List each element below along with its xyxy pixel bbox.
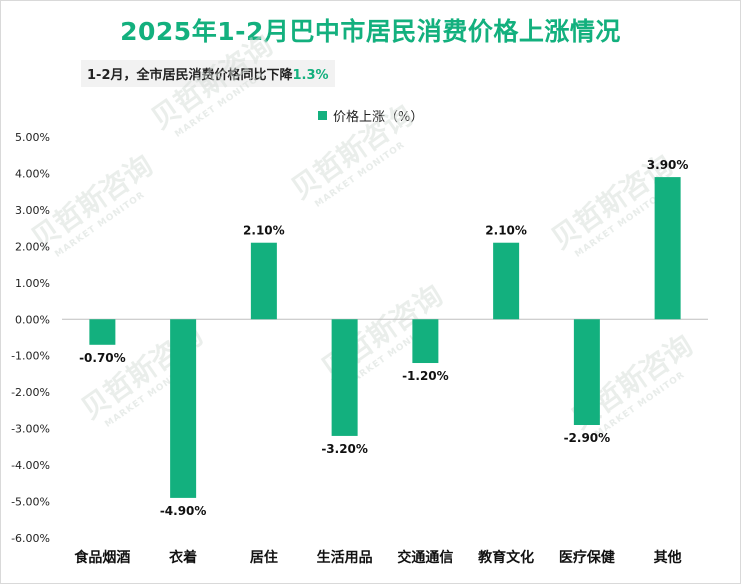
category-label: 衣着	[169, 549, 197, 566]
data-labels-group: -0.70% -4.90% 2.10% -3.20% -1.20% 2.10% -2.90%…	[79, 158, 688, 518]
bar	[331, 319, 358, 436]
data-label: -2.90%	[564, 431, 611, 445]
data-label: 3.90%	[647, 158, 689, 172]
data-label: -3.20%	[321, 442, 368, 456]
data-label: 2.10%	[485, 224, 527, 238]
data-label: -1.20%	[402, 369, 449, 383]
bar	[250, 242, 277, 320]
legend: 价格上涨（%）	[318, 106, 423, 125]
legend-swatch	[318, 111, 327, 120]
y-tick-label: -2.00%	[11, 386, 50, 399]
category-label: 食品烟酒	[74, 549, 130, 566]
chart-title: 2025年1-2月巴中市居民消费价格上涨情况	[120, 17, 621, 46]
subtitle-text: 1-2月，全市居民消费价格同比下降	[87, 68, 293, 83]
bar	[170, 319, 197, 498]
bars-group	[89, 177, 681, 498]
y-tick-label: 3.00%	[15, 204, 50, 217]
category-label: 交通通信	[397, 549, 453, 566]
y-tick-label: -5.00%	[11, 496, 50, 509]
bar	[89, 319, 116, 345]
bar	[654, 177, 681, 320]
y-tick-label: -1.00%	[11, 350, 50, 363]
category-label: 生活用品	[317, 549, 373, 566]
bar	[412, 319, 439, 364]
subtitle-value: 1.3%	[292, 68, 329, 83]
data-label: 2.10%	[243, 224, 285, 238]
y-tick-label: 4.00%	[15, 167, 50, 180]
y-tick-label: 2.00%	[15, 240, 50, 253]
category-label: 医疗保健	[559, 549, 615, 566]
y-tick-label: -6.00%	[11, 532, 50, 545]
bar	[573, 319, 600, 425]
y-tick-label: 1.00%	[15, 277, 50, 290]
y-tick-label: 0.00%	[15, 313, 50, 326]
y-tick-label: -4.00%	[11, 459, 50, 472]
category-labels-group: 食品烟酒 衣着 居住 生活用品 交通通信 教育文化 医疗保健 其他	[74, 549, 681, 566]
data-label: -4.90%	[160, 504, 207, 518]
bar	[493, 242, 520, 320]
category-label: 其他	[654, 549, 682, 566]
y-axis-ticks: 5.00% 4.00% 3.00% 2.00% 1.00% 0.00% -1.00% -2.0…	[11, 131, 50, 545]
legend-label: 价格上涨（%）	[333, 110, 424, 125]
category-label: 居住	[250, 549, 278, 566]
data-label: -0.70%	[79, 351, 126, 365]
y-tick-label: -3.00%	[11, 423, 50, 436]
y-tick-label: 5.00%	[15, 131, 50, 144]
subtitle-box: 1-2月，全市居民消费价格同比下降1.3%	[81, 60, 335, 87]
category-label: 教育文化	[478, 549, 534, 566]
